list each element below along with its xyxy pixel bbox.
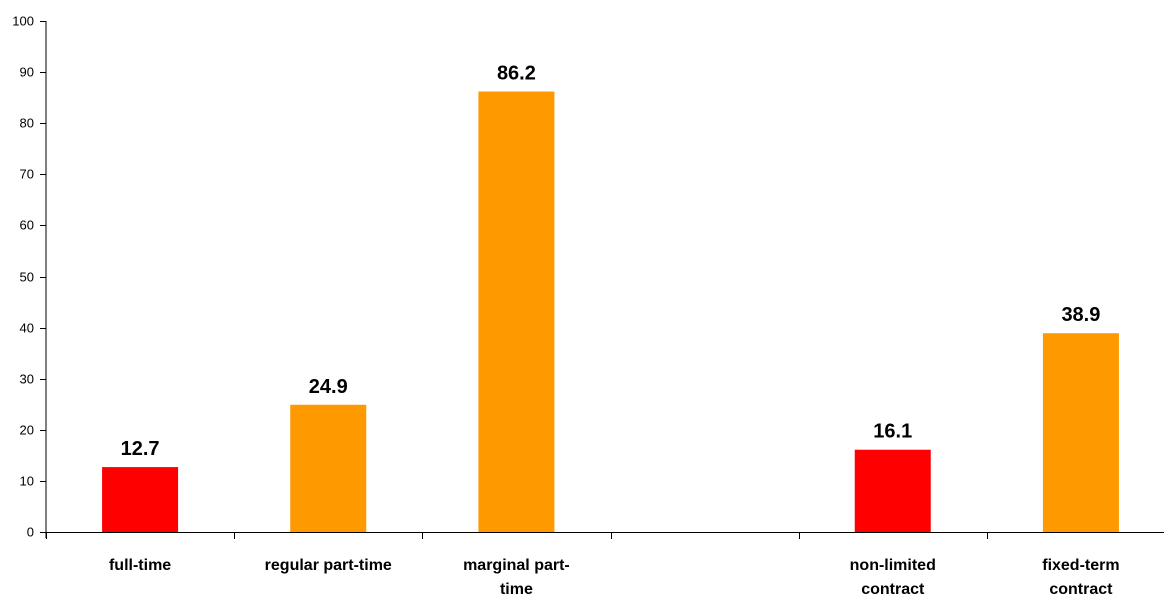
- data-label: 16.1: [873, 421, 912, 443]
- category-label: time: [500, 581, 533, 598]
- bar: [290, 404, 367, 532]
- y-tick-label: 40: [20, 321, 34, 336]
- data-label: 12.7: [121, 438, 160, 460]
- category-label: regular part-time: [265, 557, 392, 574]
- data-label: 38.9: [1061, 304, 1100, 326]
- bar: [102, 467, 179, 532]
- bars: [102, 91, 1119, 532]
- bar: [1042, 333, 1119, 532]
- y-tick-label: 100: [12, 14, 34, 29]
- category-label: marginal part-: [463, 557, 570, 574]
- category-label: non-limited: [850, 557, 936, 574]
- axes: 0 10 20 30 40 50 60 70 80 90 100: [12, 14, 1164, 540]
- y-tick-label: 70: [20, 167, 34, 182]
- y-tick-label: 60: [20, 218, 34, 233]
- y-tick-label: 30: [20, 372, 34, 387]
- y-tick-label: 80: [20, 116, 34, 131]
- bar: [854, 449, 931, 532]
- labels: 12.7 full-time 24.9 regular part-time 86.2 ma…: [109, 63, 1120, 598]
- y-tick-label: 50: [20, 270, 34, 285]
- y-tick-label: 90: [20, 65, 34, 80]
- bar: [478, 91, 555, 532]
- y-tick-label: 10: [20, 474, 34, 489]
- category-label: contract: [1049, 581, 1113, 598]
- category-label: contract: [861, 581, 925, 598]
- y-tick-label: 20: [20, 423, 34, 438]
- data-label: 86.2: [497, 63, 536, 85]
- category-label: full-time: [109, 557, 171, 574]
- category-label: fixed-term: [1042, 557, 1119, 574]
- data-label: 24.9: [309, 376, 348, 398]
- y-tick-label: 0: [27, 525, 34, 540]
